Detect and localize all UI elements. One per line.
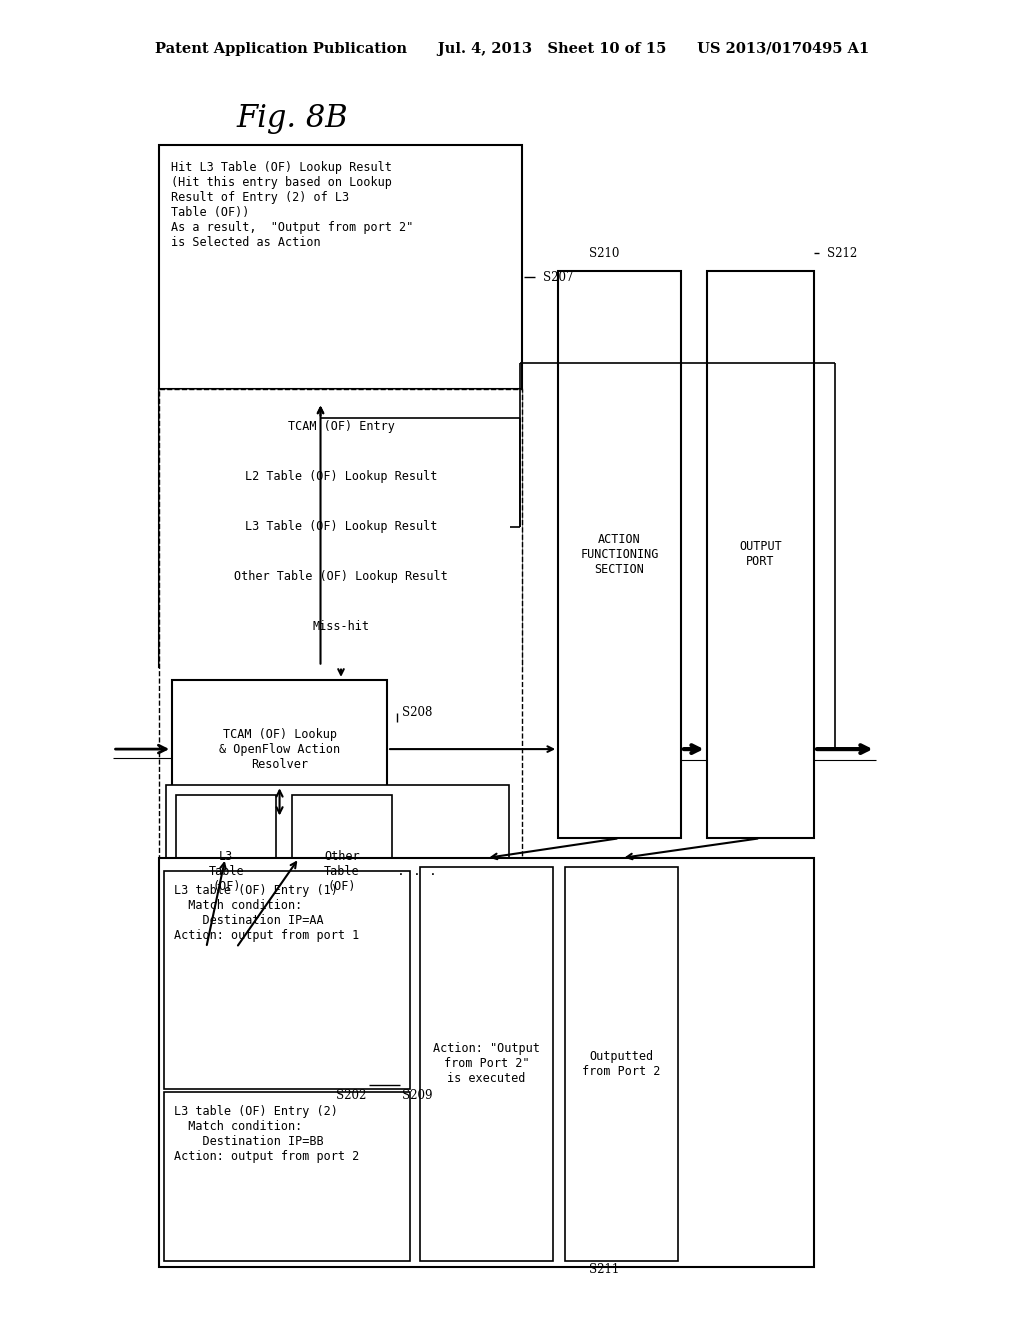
Text: . . .: . . . (396, 865, 437, 878)
Bar (420, 867, 553, 1261)
Text: Other
Table
(OF): Other Table (OF) (325, 850, 359, 892)
Bar (159, 858, 814, 1267)
Bar (707, 271, 814, 838)
Text: OUTPUT
PORT: OUTPUT PORT (739, 540, 781, 569)
Text: L3 table (OF) Entry (1)
  Match condition:
    Destination IP=AA
Action: output : L3 table (OF) Entry (1) Match condition:… (174, 884, 359, 942)
Text: TCAM (OF) Lookup
& OpenFlow Action
Resolver: TCAM (OF) Lookup & OpenFlow Action Resol… (219, 727, 340, 771)
Text: Fig. 8B: Fig. 8B (236, 103, 348, 135)
Text: L3
Table
(OF): L3 Table (OF) (209, 850, 244, 892)
Text: Patent Application Publication      Jul. 4, 2013   Sheet 10 of 15      US 2013/0: Patent Application Publication Jul. 4, 2… (155, 42, 869, 55)
Text: Other Table (OF) Lookup Result: Other Table (OF) Lookup Result (234, 570, 447, 583)
Text: S210: S210 (589, 247, 620, 260)
Bar (164, 1092, 410, 1261)
Bar (172, 451, 510, 502)
Bar (159, 145, 522, 403)
Text: L3 Table (OF) Lookup Result: L3 Table (OF) Lookup Result (245, 520, 437, 533)
Bar (292, 795, 392, 948)
Text: Hit L3 Table (OF) Lookup Result
(Hit this entry based on Lookup
Result of Entry : Hit L3 Table (OF) Lookup Result (Hit thi… (171, 161, 414, 249)
Bar (159, 389, 522, 964)
Bar (172, 401, 510, 451)
Bar (159, 389, 522, 667)
Bar (172, 680, 387, 818)
Text: S207: S207 (543, 271, 573, 284)
Text: Action: "Output
from Port 2"
is executed: Action: "Output from Port 2" is executed (433, 1043, 540, 1085)
Text: Outputted
from Port 2: Outputted from Port 2 (583, 1049, 660, 1078)
Bar (558, 271, 681, 838)
Text: S211: S211 (589, 1263, 620, 1276)
Text: TCAM (OF) Entry: TCAM (OF) Entry (288, 420, 394, 433)
Bar (565, 867, 678, 1261)
Text: ACTION
FUNCTIONING
SECTION: ACTION FUNCTIONING SECTION (581, 533, 658, 576)
Bar (166, 785, 509, 957)
Bar (176, 795, 276, 948)
Text: Miss-hit: Miss-hit (312, 620, 370, 634)
Text: L2 Table (OF) Lookup Result: L2 Table (OF) Lookup Result (245, 470, 437, 483)
Text: S208: S208 (402, 706, 433, 719)
Bar (172, 602, 510, 652)
Text: S202: S202 (336, 1089, 367, 1102)
Text: S209: S209 (402, 1089, 433, 1102)
Bar (164, 871, 410, 1089)
Bar (172, 502, 510, 552)
Text: S212: S212 (827, 247, 858, 260)
Text: L3 table (OF) Entry (2)
  Match condition:
    Destination IP=BB
Action: output : L3 table (OF) Entry (2) Match condition:… (174, 1105, 359, 1163)
Bar (172, 552, 510, 602)
